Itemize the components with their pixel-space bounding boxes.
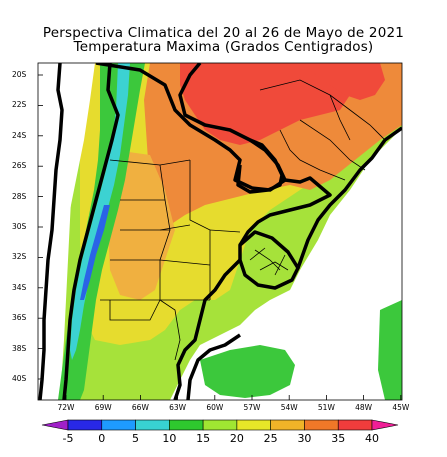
colorbar-tick-label: 5 [132,432,140,445]
lat-label-40s: 40S [12,374,27,383]
colorbar-box [337,419,373,431]
lat-label-22s: 22S [12,100,27,110]
lon-label-54w: 54W [280,403,298,412]
lon-label-57w: 57W [243,403,261,412]
lat-label-30s: 30S [12,222,27,231]
lat-label-26s: 26S [12,161,27,171]
andes-blue [80,205,110,300]
colorbar-tick-label: -5 [62,432,74,445]
colorbar-tick-label: 15 [196,432,211,445]
lat-label-28s: 28S [12,191,27,201]
colorbar-box [67,419,103,431]
map-title: Perspectiva Climatica del 20 al 26 de Ma… [42,25,405,41]
lat-label-34s: 34S [12,282,27,292]
province-lines [100,79,386,361]
chile-argentina-border [62,63,120,400]
argentina-coast-patagonia [186,333,241,400]
lon-label-48w: 48W [355,403,373,412]
colorbar-box [101,419,136,431]
colorbar-tick-label: 35 [331,432,346,445]
colorbar-tick-label: 40 [365,432,379,445]
lon-label-69w: 69W [94,403,112,412]
colorbar-tick-label: 30 [297,432,312,445]
colorbar-box [236,419,271,431]
zone-green-south [200,345,295,398]
zone-green-east [378,300,402,400]
lon-label-63w: 63W [169,403,187,412]
zone-light-orange [108,150,175,300]
colorbar-tick-label: 0 [98,432,106,445]
borders [38,63,402,400]
lon-label-60w: 60W [206,403,224,412]
axis-ticks [38,74,402,400]
colorbar-tick-label: 25 [263,432,278,445]
uruguay-border [238,230,300,290]
zone-hot-east [300,63,385,100]
colorbar-tick-label: 20 [229,432,244,445]
lat-label-20s: 20S [12,70,27,79]
colorbar-max-triangle [371,419,399,431]
lon-label-45w: 45W [392,403,410,412]
colorbar-box [202,419,238,431]
coastline-west [38,63,64,400]
map-frame [37,62,403,401]
lat-label-32s: 32S [12,252,27,262]
colorbar [41,419,399,431]
colorbar-box [304,419,339,431]
bolivia-border [95,63,286,192]
lat-label-38s: 38S [12,343,27,353]
lat-label-36s: 36S [12,313,27,323]
argentina-coast-south [173,258,242,400]
lon-label-72w: 72W [57,403,75,412]
paraguay-border [236,138,284,194]
map-subtitle: Temperatura Maxima (Grados Centigrados) [73,39,374,55]
lon-label-51w: 51W [317,403,335,412]
argentina-brazil-border [238,176,332,246]
lat-label-24s: 24S [12,130,27,140]
map-field [38,63,402,400]
lon-label-66w: 66W [131,403,149,412]
colorbar-box [135,419,170,431]
pacific-ocean [38,63,95,400]
colorbar-tick-label: 10 [162,432,177,445]
atlantic-coast [296,126,402,269]
colorbar-min-triangle [41,419,69,431]
colorbar-box [270,419,305,431]
colorbar-box [169,419,204,431]
